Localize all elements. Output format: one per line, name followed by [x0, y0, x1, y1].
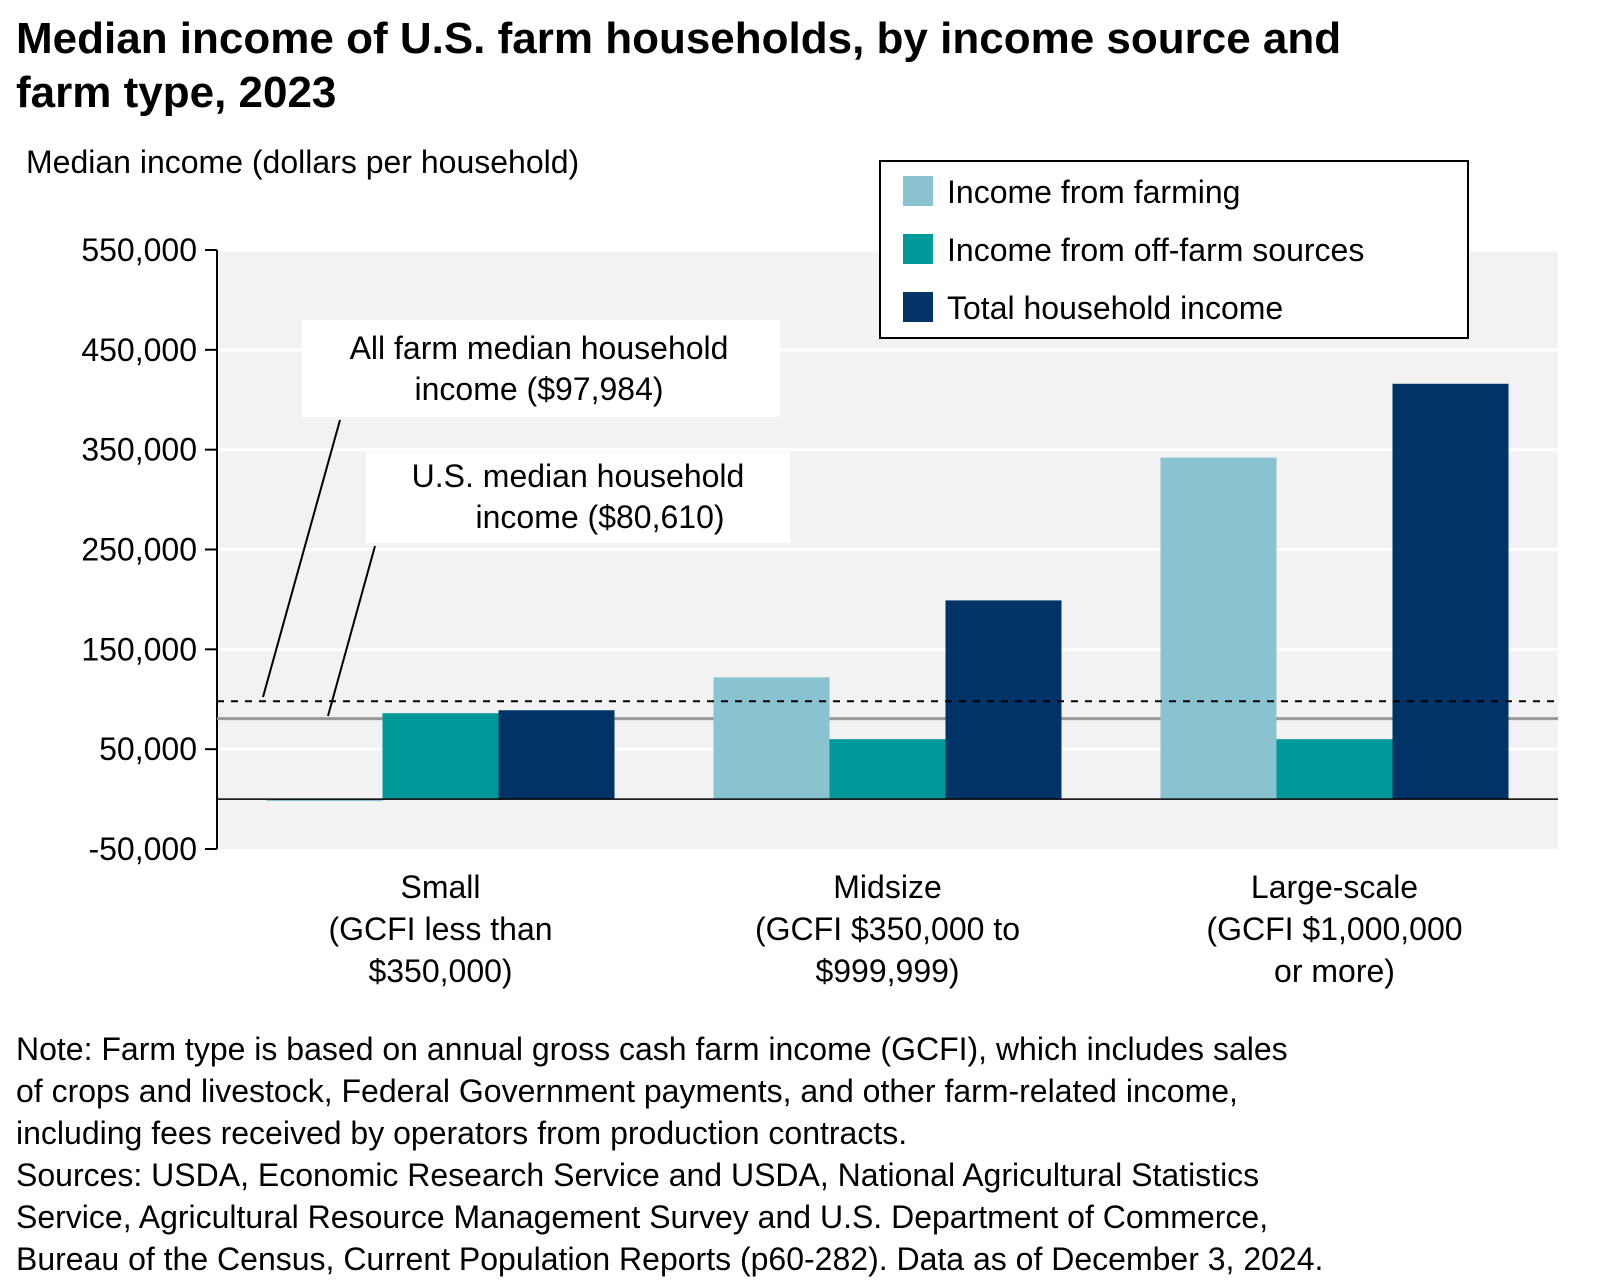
bar: [266, 799, 383, 802]
x-tick-label: $350,000): [368, 953, 512, 989]
legend-label: Total household income: [947, 290, 1283, 326]
annotation-leader-line: [262, 419, 341, 698]
bar: [1160, 457, 1277, 800]
legend-label: Income from off-farm sources: [947, 232, 1364, 268]
bar-chart: -50,000 50,000 150,000 250,000 350,000 450,00…: [26, 144, 1558, 989]
y-tick-label: 150,000: [81, 631, 197, 667]
source-line: Sources: USDA, Economic Research Service…: [16, 1157, 1260, 1193]
y-tick-label: 450,000: [81, 332, 197, 368]
bar: [829, 739, 946, 800]
note-line: Note: Farm type is based on annual gross…: [16, 1031, 1288, 1067]
y-tick-label: 550,000: [81, 232, 197, 268]
y-axis-label: Median income (dollars per household): [26, 144, 579, 180]
legend-swatch: [903, 234, 933, 264]
bar: [382, 713, 499, 800]
x-tick-label: Midsize: [833, 869, 941, 905]
chart-title-line: Median income of U.S. farm households, b…: [16, 14, 1342, 63]
bar: [945, 600, 1062, 800]
y-tick-label: 250,000: [81, 532, 197, 568]
source-line: Bureau of the Census, Current Population…: [16, 1241, 1324, 1277]
legend-label: Income from farming: [947, 174, 1240, 210]
bar: [498, 710, 615, 800]
legend-box: [879, 160, 1469, 339]
annotation-label: income ($97,984): [414, 371, 663, 407]
y-tick-label: -50,000: [88, 831, 197, 867]
annotation-label: income ($80,610): [475, 499, 724, 535]
x-tick-label: $999,999): [815, 953, 959, 989]
annotation-box: [366, 452, 790, 543]
chart-note: Note: Farm type is based on annual gross…: [16, 1028, 1586, 1280]
x-tick-label: or more): [1274, 953, 1395, 989]
note-line: including fees received by operators fro…: [16, 1115, 908, 1151]
annotation-leader-line: [327, 545, 376, 717]
x-tick-label: (GCFI $1,000,000: [1206, 911, 1462, 947]
bar: [1392, 383, 1509, 800]
annotation-label: U.S. median household: [412, 458, 745, 494]
x-tick-label: Large-scale: [1251, 869, 1418, 905]
annotation-label: All farm median household: [350, 330, 729, 366]
x-tick-label: Small: [400, 869, 480, 905]
x-tick-label: (GCFI less than: [328, 911, 552, 947]
legend-swatch: [903, 176, 933, 206]
source-line: Service, Agricultural Resource Managemen…: [16, 1199, 1269, 1235]
chart-title-line: farm type, 2023: [16, 68, 337, 117]
x-tick-label: (GCFI $350,000 to: [755, 911, 1020, 947]
legend-swatch: [903, 292, 933, 322]
y-tick-label: 50,000: [99, 731, 197, 767]
note-line: of crops and livestock, Federal Governme…: [16, 1073, 1238, 1109]
y-tick-label: 350,000: [81, 432, 197, 468]
bar: [713, 677, 830, 800]
chart-title: Median income of U.S. farm households, b…: [16, 12, 1576, 120]
bar: [1276, 739, 1393, 800]
annotation-box: [302, 320, 780, 417]
